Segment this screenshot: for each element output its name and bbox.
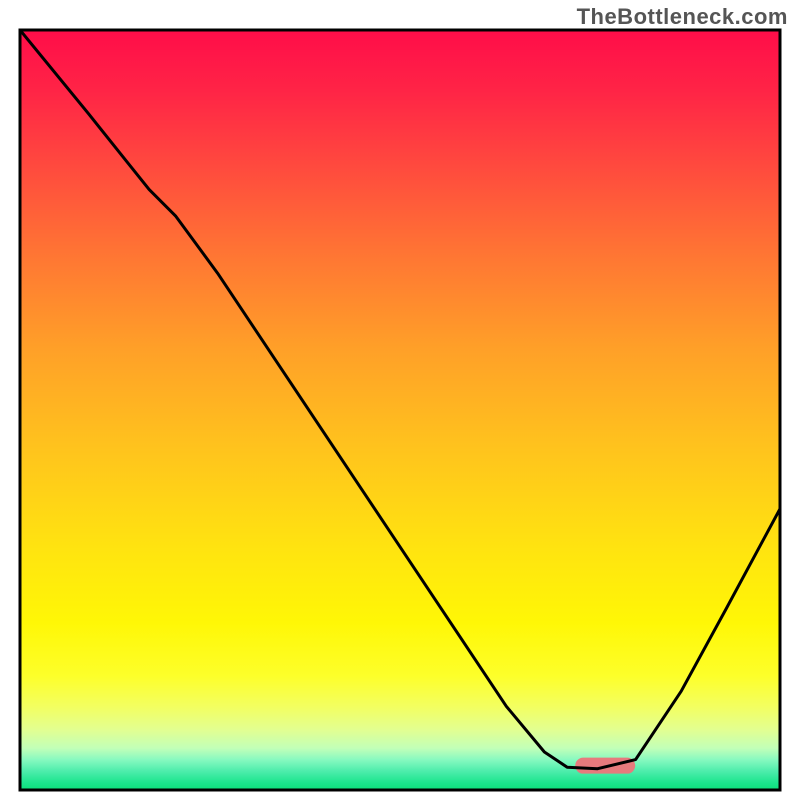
bottleneck-chart: TheBottleneck.com	[0, 0, 800, 800]
watermark-text: TheBottleneck.com	[577, 4, 788, 30]
gradient-background	[20, 30, 780, 790]
chart-canvas	[0, 0, 800, 800]
